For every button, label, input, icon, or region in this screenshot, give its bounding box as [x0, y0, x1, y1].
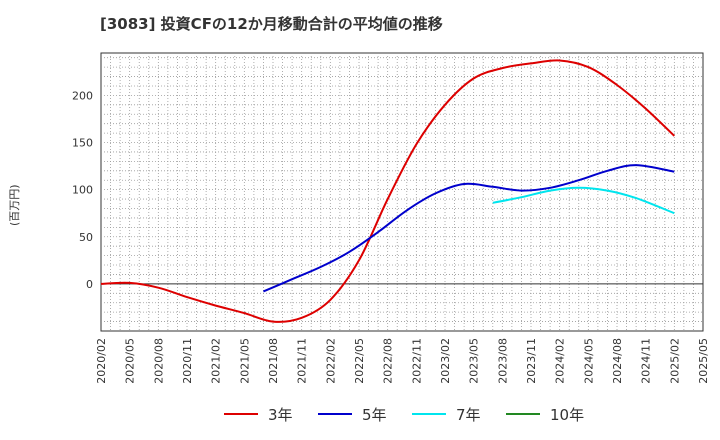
y-tick-label: 150 — [72, 137, 93, 150]
x-tick-label: 2020/11 — [181, 338, 194, 384]
legend-label: 7年 — [456, 405, 481, 424]
legend-swatch — [224, 413, 258, 415]
x-tick-label: 2024/02 — [554, 338, 567, 384]
series-layer — [100, 59, 675, 323]
x-tick-label: 2022/02 — [324, 338, 337, 384]
x-tick-label: 2023/02 — [439, 338, 452, 384]
x-tick-label: 2025/05 — [697, 338, 710, 384]
legend-swatch — [318, 413, 352, 415]
x-tick-label: 2022/08 — [382, 338, 395, 384]
legend-label: 10年 — [550, 405, 585, 424]
x-tick-label: 2024/05 — [582, 338, 595, 384]
legend-item: 7年 — [412, 402, 481, 426]
x-tick-label: 2021/02 — [210, 338, 223, 384]
y-tick-label: 0 — [86, 278, 93, 291]
x-tick-label: 2021/08 — [267, 338, 280, 384]
axis-layer: 0 50 100 150 200 2020/02 2020/05 2020/08 2020/11… — [72, 89, 710, 383]
x-tick-label: 2020/02 — [95, 338, 108, 384]
grid-layer — [100, 52, 704, 332]
legend: 3年 5年 7年 10年 — [0, 402, 720, 426]
legend-swatch — [506, 413, 540, 415]
x-tick-label: 2020/05 — [124, 338, 137, 384]
x-tick-label: 2023/05 — [468, 338, 481, 384]
plot-frame — [100, 52, 704, 332]
legend-item: 3年 — [224, 402, 293, 426]
x-tick-label: 2021/05 — [238, 338, 251, 384]
legend-swatch — [412, 413, 446, 415]
series-line-3 — [492, 186, 675, 215]
x-tick-label: 2025/02 — [668, 338, 681, 384]
series-line-1 — [100, 59, 675, 323]
series-line-2 — [263, 164, 675, 293]
x-tick-label: 2024/11 — [640, 338, 653, 384]
x-tick-label: 2024/08 — [611, 338, 624, 384]
legend-label: 5年 — [362, 405, 387, 424]
y-tick-label: 100 — [72, 184, 93, 197]
legend-item: 10年 — [506, 402, 584, 426]
chart-title: [3083] 投資CFの12か月移動合計の平均値の推移 — [100, 15, 443, 33]
x-tick-label: 2023/11 — [525, 338, 538, 384]
x-tick-label: 2022/11 — [410, 338, 423, 384]
y-tick-label: 200 — [72, 89, 93, 102]
legend-label: 3年 — [268, 405, 293, 424]
x-tick-label: 2020/08 — [152, 338, 165, 384]
x-tick-label: 2023/08 — [496, 338, 509, 384]
x-tick-label: 2022/05 — [353, 338, 366, 384]
legend-item: 5年 — [318, 402, 387, 426]
x-tick-label: 2021/11 — [296, 338, 309, 384]
y-tick-label: 50 — [79, 231, 93, 244]
